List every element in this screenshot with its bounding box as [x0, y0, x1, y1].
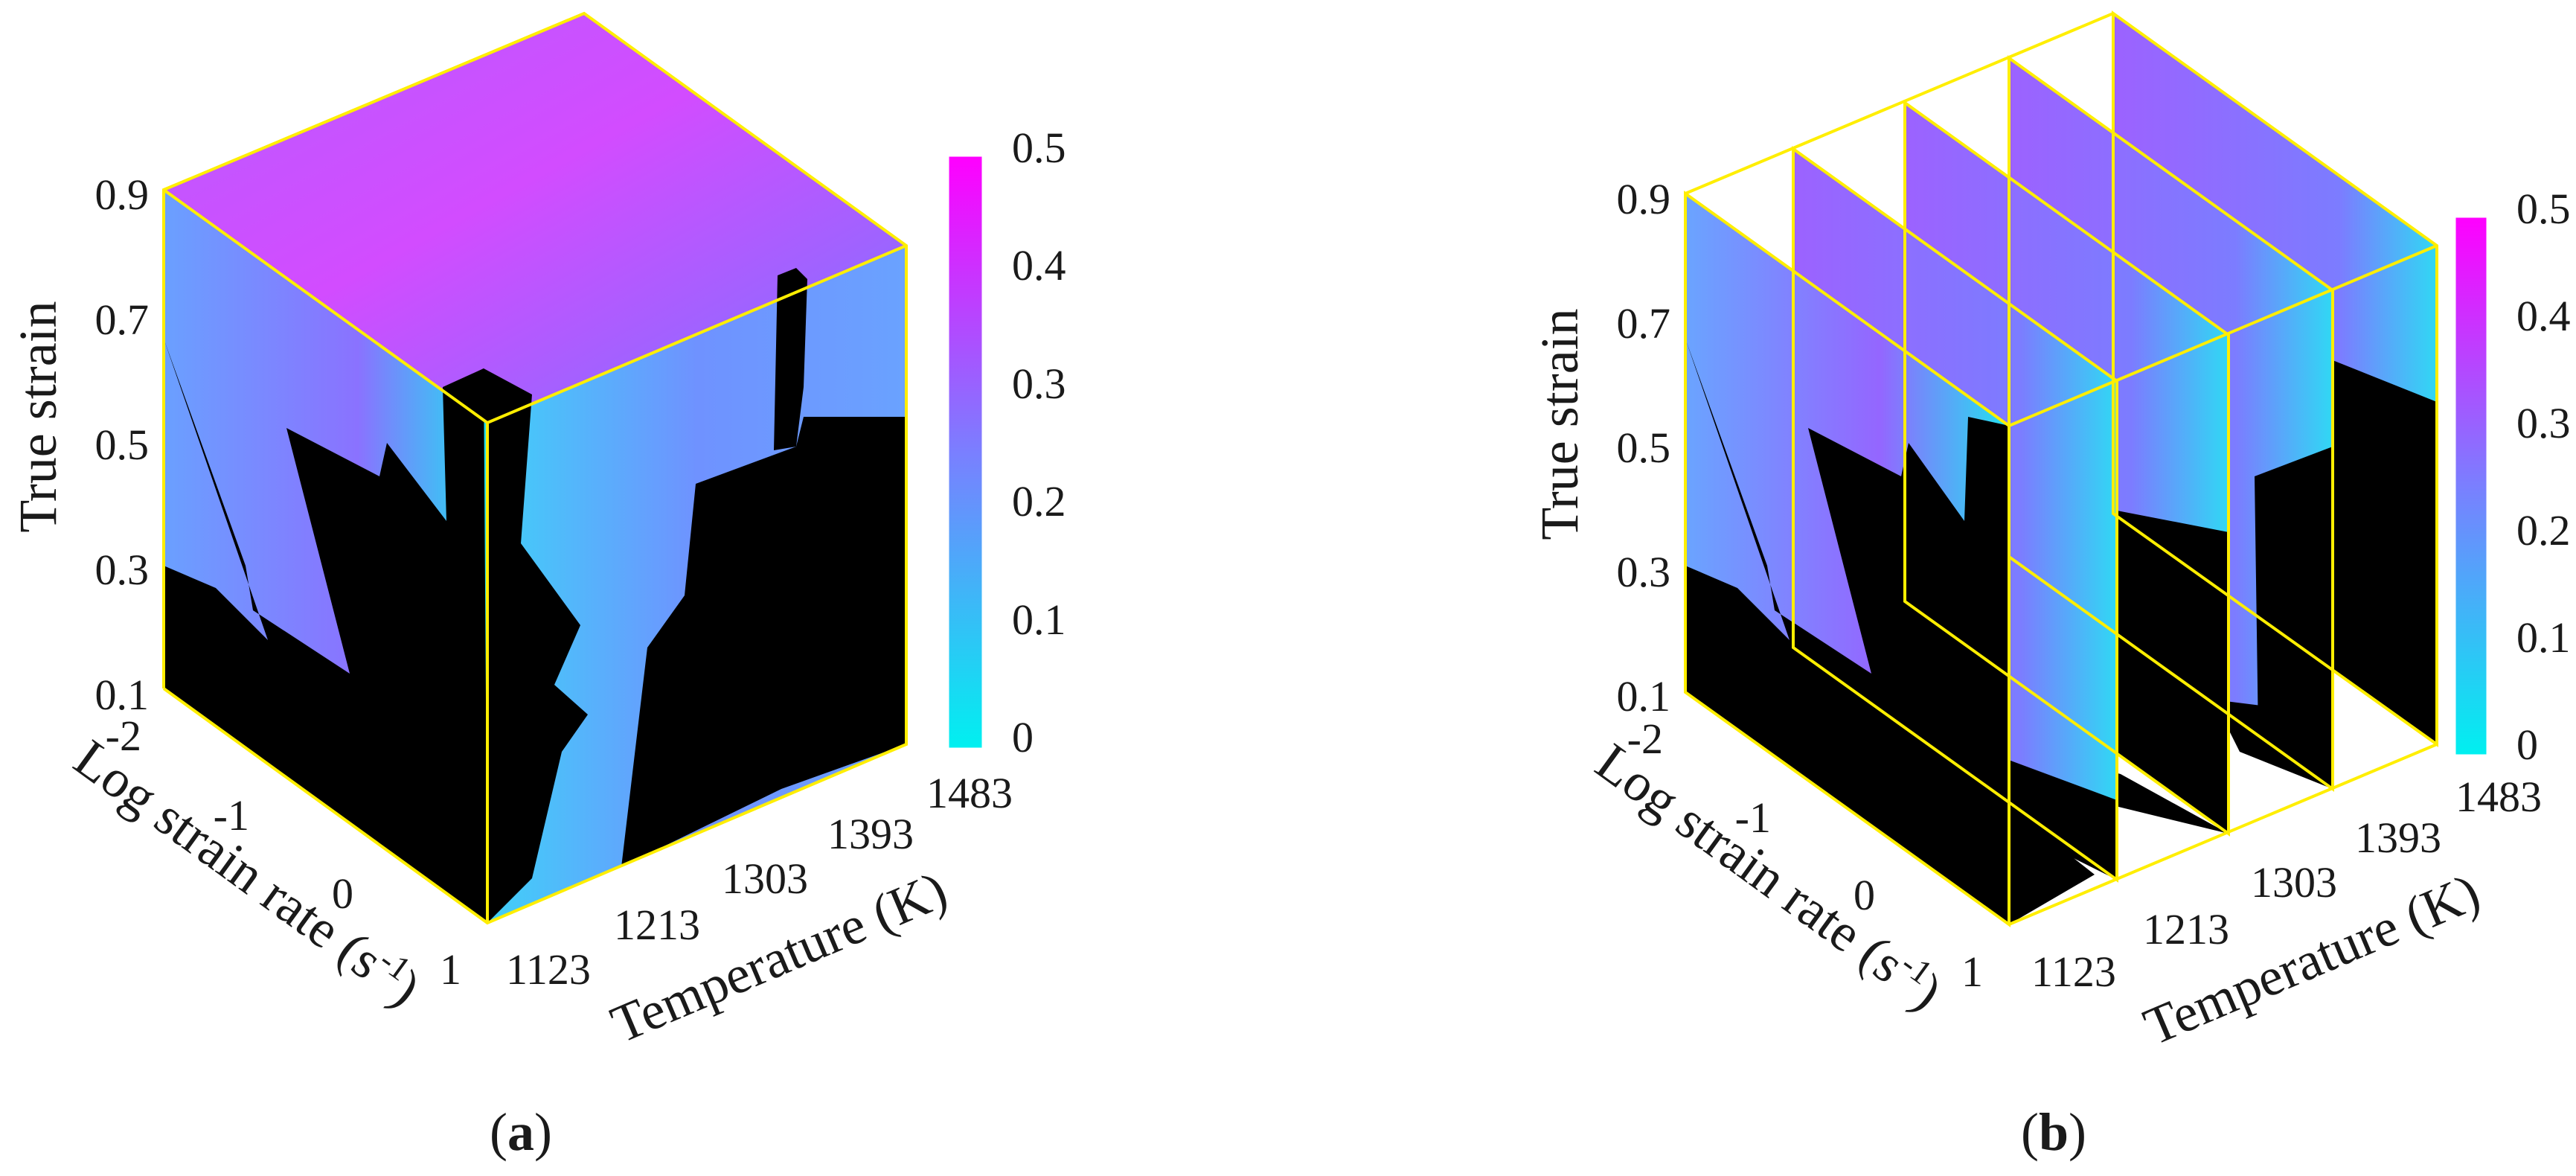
unstable-region — [2255, 447, 2333, 789]
unstable-region — [1685, 339, 2009, 924]
panel-b: 0 0.1 0.2 0.3 0.4 0.5 0.1 0.3 0.5 0.7 0.… — [1530, 10, 2571, 1162]
y-tick: 0 — [1853, 871, 1875, 919]
y-tick: -1 — [214, 791, 249, 840]
z-tick: 0.7 — [95, 295, 150, 344]
unstable-region — [164, 339, 487, 923]
unstable-region — [443, 368, 588, 923]
top-face — [164, 13, 906, 423]
x-tick: 1213 — [2143, 905, 2229, 953]
z-ticks: 0.1 0.3 0.5 0.7 0.9 — [1617, 175, 1671, 720]
z-tick: 0.5 — [1617, 424, 1671, 472]
unstable-region — [774, 268, 807, 450]
z-axis-title: True strain — [8, 301, 68, 532]
z-axis-title: True strain — [1530, 308, 1589, 540]
x-tick: 1483 — [926, 769, 1013, 817]
panel-label-b: (b) — [2021, 1102, 2086, 1162]
z-tick: 0.3 — [1617, 548, 1671, 596]
colorbar-tick: 0.5 — [2516, 185, 2571, 233]
colorbar-tick: 0.3 — [1012, 359, 1066, 408]
x-ticks: 1123 1213 1303 1393 1483 — [2031, 773, 2542, 996]
colorbar-tick: 0.2 — [1012, 477, 1066, 525]
x-tick: 1483 — [2455, 773, 2542, 821]
z-tick: 0.1 — [1617, 672, 1671, 720]
y-tick: 1 — [1961, 947, 1983, 996]
y-tick: -2 — [1627, 715, 1663, 763]
z-tick: 0.1 — [95, 671, 150, 719]
x-tick: 1213 — [614, 901, 700, 949]
z-tick: 0.9 — [95, 170, 150, 219]
colorbar-tick: 0.4 — [1012, 241, 1066, 290]
unstable-region — [1987, 752, 2117, 880]
x-tick: 1393 — [827, 810, 914, 858]
unstable-region — [2009, 819, 2095, 924]
x-tick: 1393 — [2355, 814, 2441, 862]
z-tick: 0.3 — [95, 546, 150, 594]
colorbar-tick: 0.1 — [1012, 595, 1066, 644]
cube-frame — [162, 11, 908, 925]
z-ticks: 0.1 0.3 0.5 0.7 0.9 — [95, 170, 150, 719]
colorbar-tick: 0.2 — [2516, 506, 2571, 555]
colorbar-tick: 0 — [1012, 713, 1034, 761]
y-tick: -2 — [106, 712, 141, 760]
colorbar-ticks: 0 0.1 0.2 0.3 0.4 0.5 — [1012, 124, 1066, 761]
x-tick: 1123 — [506, 945, 591, 994]
y-ticks: -2 -1 0 1 — [1627, 715, 1983, 996]
y-tick: -1 — [1735, 793, 1771, 842]
colorbar-ticks: 0 0.1 0.2 0.3 0.4 0.5 — [2516, 185, 2571, 769]
x-tick: 1123 — [2031, 947, 2116, 996]
y-ticks: -2 -1 0 1 — [106, 712, 461, 994]
z-tick: 0.5 — [95, 421, 150, 469]
colorbar-tick: 0.4 — [2516, 292, 2571, 340]
colorbar — [2455, 217, 2487, 755]
z-tick: 0.9 — [1617, 175, 1671, 223]
colorbar-tick: 0 — [2516, 720, 2538, 769]
x-ticks: 1123 1213 1303 1393 1483 — [506, 769, 1013, 994]
x-tick: 1303 — [2251, 858, 2337, 907]
panel-a: 0 0.1 0.2 0.3 0.4 0.5 0.1 0.3 0.5 0.7 0.… — [8, 11, 1066, 1162]
colorbar-tick: 0.3 — [2516, 399, 2571, 447]
z-tick: 0.7 — [1617, 299, 1671, 348]
y-tick: 1 — [440, 945, 461, 994]
colorbar-tick: 0.5 — [1012, 124, 1066, 172]
colorbar-tick: 0.1 — [2516, 613, 2571, 662]
y-tick: 0 — [332, 869, 353, 918]
colorbar — [948, 156, 983, 749]
slice-frames — [1684, 10, 2438, 927]
x-tick: 1303 — [722, 854, 808, 903]
panel-label-a: (a) — [490, 1102, 552, 1162]
unstable-region — [621, 417, 906, 867]
